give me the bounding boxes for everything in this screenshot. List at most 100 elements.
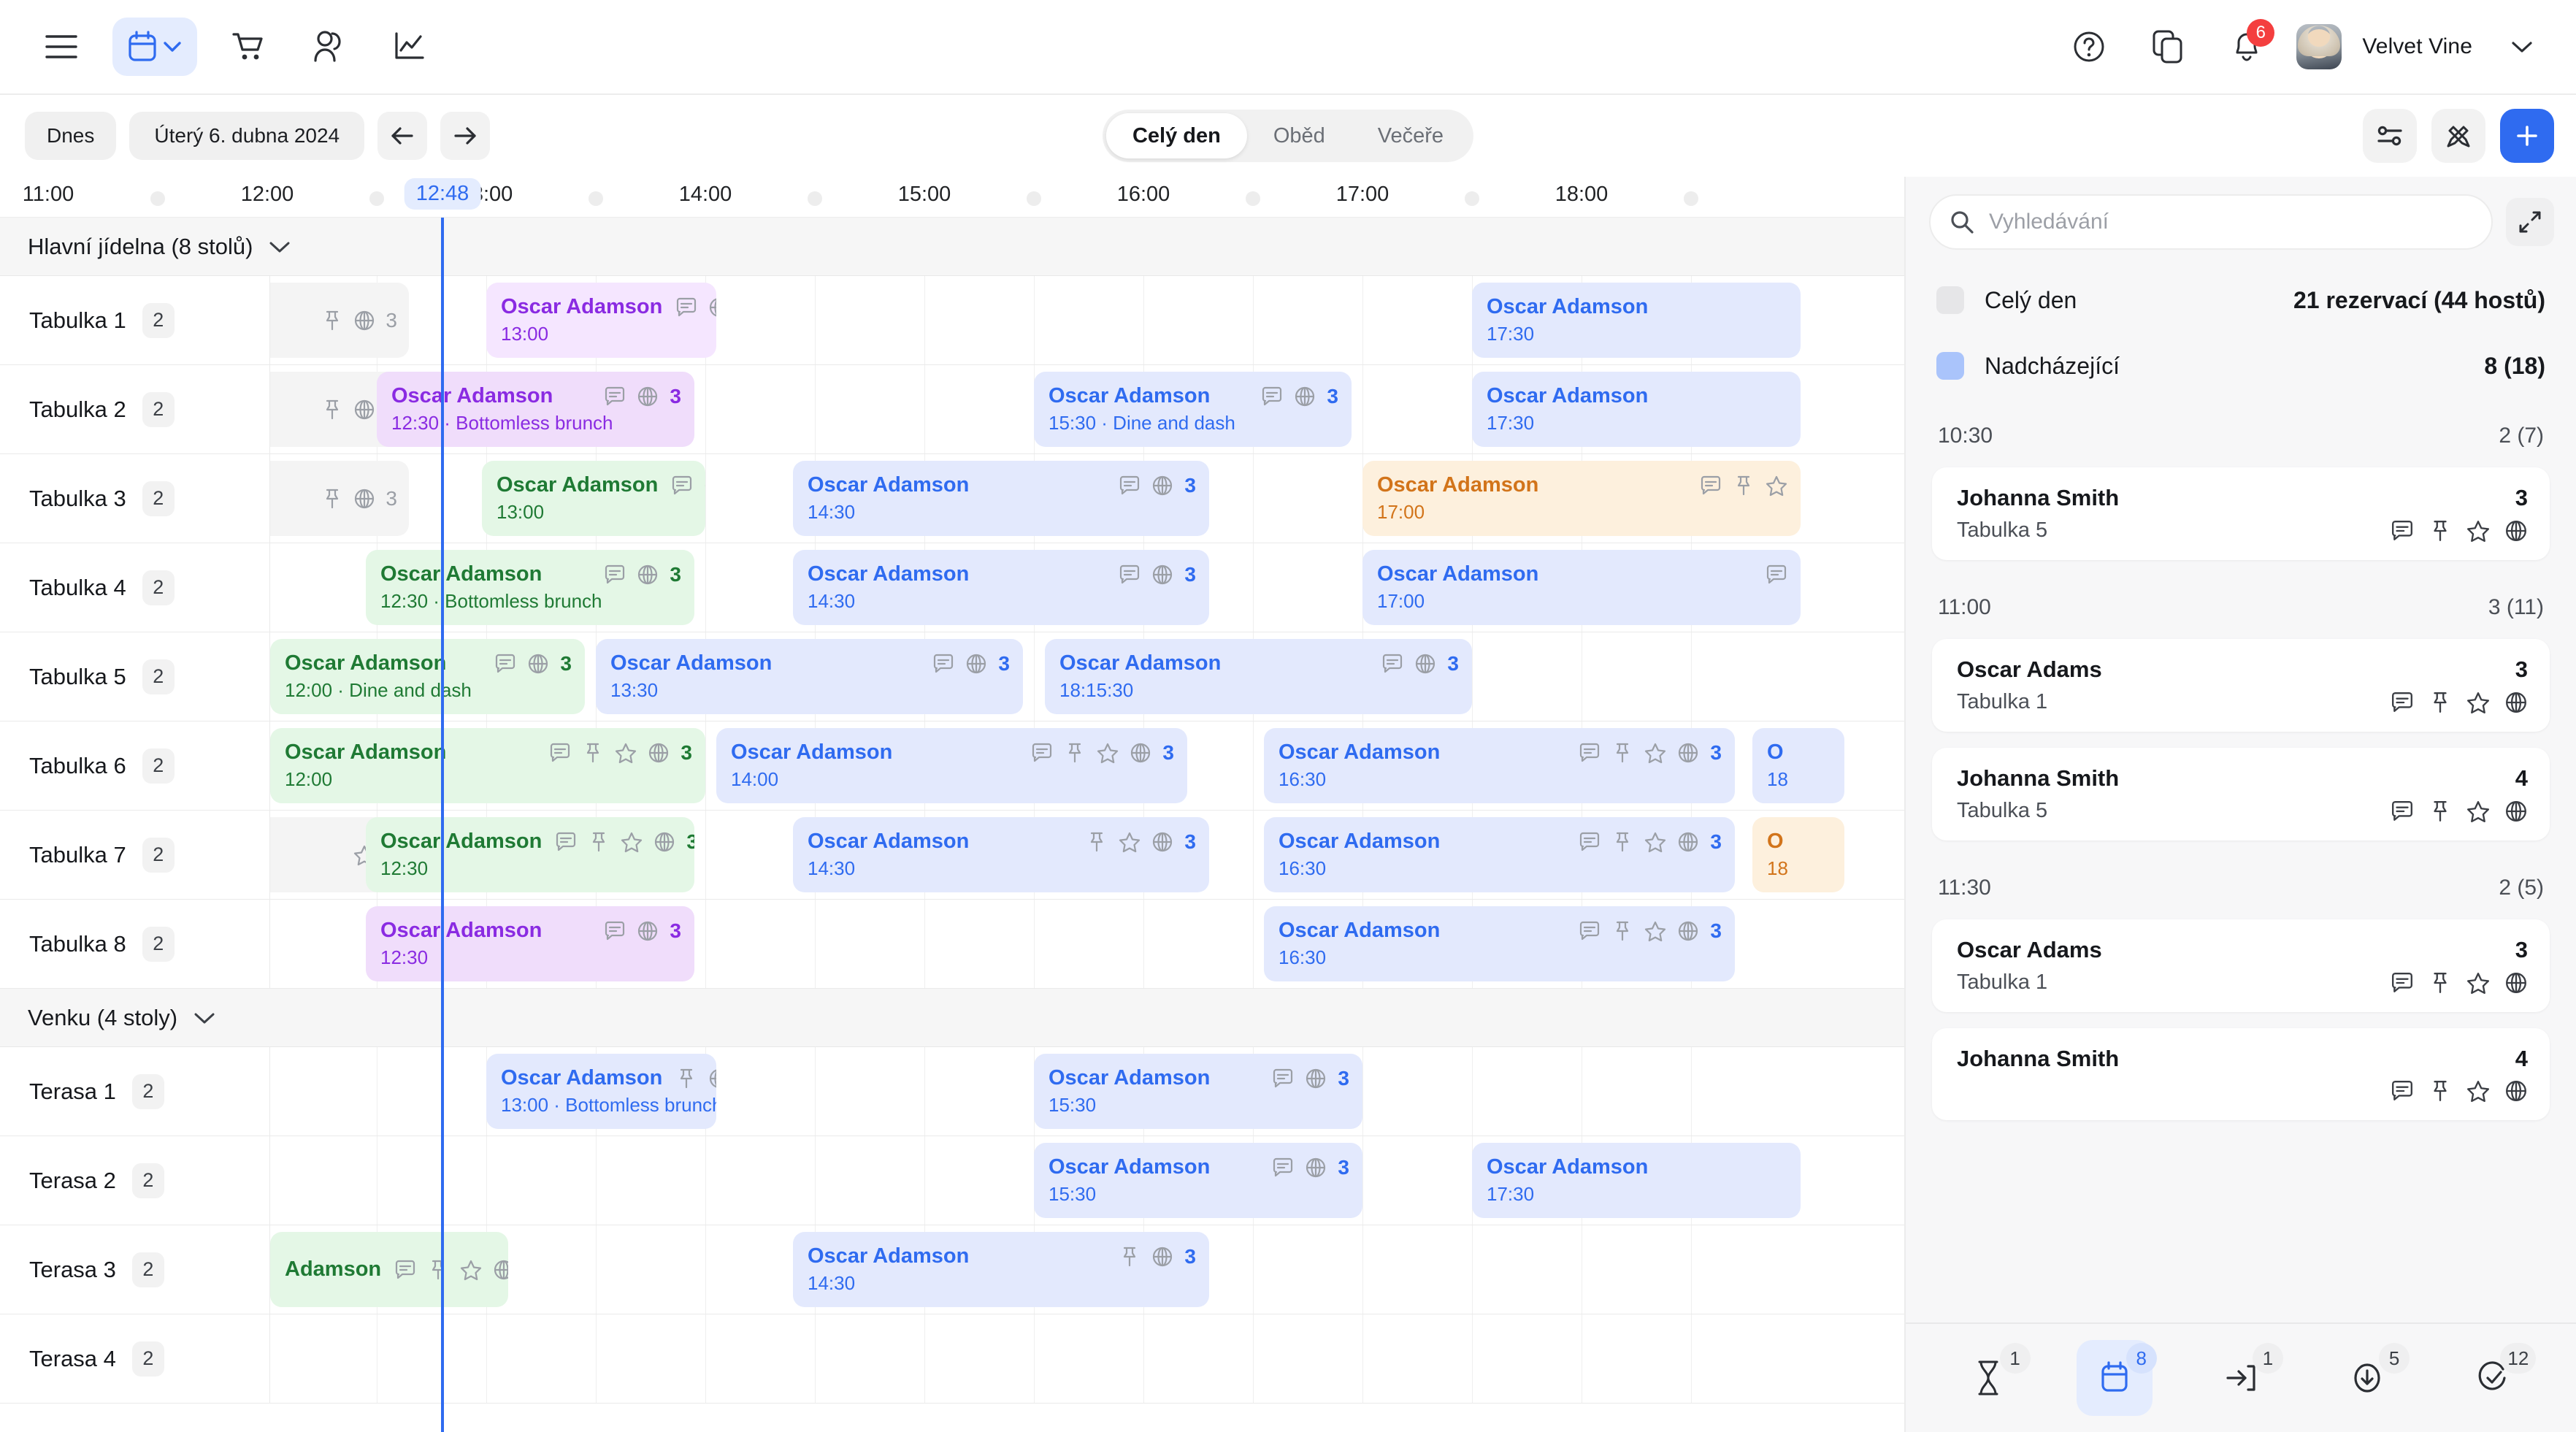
add-reservation-button[interactable] (2500, 109, 2554, 163)
guests-icon[interactable] (299, 18, 358, 76)
table-row: Tabulka 4 2 Oscar Adamson 3 12:30 · Bottomle… (0, 543, 1904, 632)
reservation-block[interactable]: Oscar Adamson 17:30 (1472, 283, 1801, 358)
reservation-block[interactable]: Oscar Adamson 3 12:00 · Dine and dash (270, 639, 585, 714)
reservation-block[interactable]: O 18 (1752, 728, 1844, 803)
reservation-block[interactable]: O 18 (1752, 817, 1844, 892)
copy-devices-icon[interactable] (2139, 18, 2197, 76)
truncated-reservation-stub[interactable]: 3 (270, 283, 409, 358)
reservation-block[interactable]: Oscar Adamson 17:00 (1362, 550, 1801, 625)
shopping-cart-icon[interactable] (219, 18, 277, 76)
tab-cely-den[interactable]: Celý den (1105, 113, 1247, 158)
reservation-block[interactable]: Oscar Adamson 17:30 (1472, 372, 1801, 447)
reservation-block[interactable]: Oscar Adamson 3 14:30 (793, 817, 1209, 892)
reservation-block[interactable]: Oscar Adamson 3 14:30 (793, 1232, 1209, 1307)
reservation-card[interactable]: Oscar Adams 3 Tabulka 1 (1932, 919, 2550, 1012)
table-row-lane[interactable] (270, 1314, 1904, 1403)
table-row-lane[interactable]: Oscar Adamson 3 12:30 Oscar Adamson 3 16:30 (270, 900, 1904, 988)
reservation-block[interactable]: Oscar Adamson 3 12:00 (270, 728, 705, 803)
reservation-block[interactable]: Oscar Adamson 3 16:30 (1264, 906, 1735, 981)
table-row-label[interactable]: Tabulka 5 2 (0, 632, 270, 721)
reservation-time-note: 14:30 (808, 857, 856, 879)
table-row-label[interactable]: Tabulka 2 2 (0, 365, 270, 453)
collapse-panel-button[interactable] (2506, 198, 2554, 246)
reservation-block[interactable]: Oscar Adamson 3 16:30 (1264, 817, 1735, 892)
reservation-block[interactable]: Oscar Adamson 17:00 (1362, 461, 1801, 536)
bottom-nav-arrow-into-bracket[interactable]: 1 (2203, 1340, 2283, 1416)
table-group-header[interactable]: Hlavní jídelna (8 stolů) (0, 218, 1904, 276)
reservation-block[interactable]: Oscar Adamson 3 13:30 (596, 639, 1023, 714)
reservation-card[interactable]: Johanna Smith 4 (1932, 1028, 2550, 1120)
search-input[interactable]: Vyhledávání (1929, 194, 2493, 250)
reservation-block[interactable]: Oscar Adamson 3 14:30 (793, 550, 1209, 625)
chevron-down-icon[interactable] (267, 239, 292, 255)
user-menu-chevron-down-icon[interactable] (2493, 18, 2551, 76)
reservation-block[interactable]: Oscar Adamson 3 12:30 (366, 817, 694, 892)
bottom-nav-check-circle[interactable]: 12 (2456, 1340, 2537, 1416)
previous-day-button[interactable] (377, 112, 428, 160)
reservation-block[interactable]: Oscar Adamson 3 12:30 (366, 906, 694, 981)
next-day-button[interactable] (440, 112, 491, 160)
table-row-label[interactable]: Tabulka 6 2 (0, 721, 270, 810)
analytics-chart-icon[interactable] (380, 18, 438, 76)
hamburger-menu-icon[interactable] (32, 18, 91, 76)
reservation-block[interactable]: Oscar Adamson 3 16:30 (1264, 728, 1735, 803)
edit-layout-button[interactable] (2431, 109, 2485, 163)
message-icon (2391, 971, 2414, 995)
timeline-ruler[interactable]: 11:00 12:00 13:00 14:00 15:00 16:00 17:00 18:00… (0, 177, 1904, 218)
table-row-label[interactable]: Terasa 1 2 (0, 1047, 270, 1136)
table-row-label[interactable]: Terasa 4 2 (0, 1314, 270, 1403)
table-row-label[interactable]: Terasa 2 2 (0, 1136, 270, 1225)
reservation-card[interactable]: Johanna Smith 4 Tabulka 5 (1932, 748, 2550, 841)
chevron-down-icon[interactable] (192, 1010, 217, 1026)
reservation-block[interactable]: Oscar Adamson 3 15:30 · Dine and dash (1034, 372, 1352, 447)
table-row-lane[interactable]: Oscar Adamson 3 12:00 Oscar Adamson 3 14:00 Os… (270, 721, 1904, 810)
reservation-block[interactable]: Oscar Adamson 3 14:00 (716, 728, 1187, 803)
reservation-block[interactable]: Oscar Adamson 3 12:30 · Bottomless brunch (366, 550, 694, 625)
table-row-label[interactable]: Tabulka 8 2 (0, 900, 270, 988)
bottom-nav-arrow-down-circle[interactable]: 5 (2329, 1340, 2410, 1416)
reservation-card[interactable]: Oscar Adams 3 Tabulka 1 (1932, 639, 2550, 732)
table-group-header[interactable]: Venku (4 stoly) (0, 989, 1904, 1047)
table-row-label[interactable]: Tabulka 4 2 (0, 543, 270, 632)
reservation-block[interactable]: Oscar Adamson 3 15:30 (1034, 1054, 1362, 1129)
table-row-label[interactable]: Tabulka 1 2 (0, 276, 270, 364)
current-date-button[interactable]: Úterý 6. dubna 2024 (129, 112, 365, 160)
filter-settings-button[interactable] (2363, 109, 2417, 163)
reservation-block[interactable]: Oscar Adamson 3 14:30 (793, 461, 1209, 536)
table-row-lane[interactable]: Oscar Adamson 3 15:30 Oscar Adamson 17:30 (270, 1136, 1904, 1225)
reservation-block[interactable]: Oscar Adamson 3 18:15:30 (1045, 639, 1472, 714)
summary-row-upcoming[interactable]: Nadcházející 8 (18) (1936, 333, 2545, 399)
reservation-block[interactable]: Oscar Adamson 17:30 (1472, 1143, 1801, 1218)
reservation-card[interactable]: Johanna Smith 3 Tabulka 5 (1932, 467, 2550, 560)
tab-obed[interactable]: Oběd (1273, 123, 1325, 148)
upcoming-reservations-list[interactable]: 10:30 2 (7) Johanna Smith 3 Tabulka 5 11:00 3 … (1906, 399, 2576, 1322)
bottom-nav-hourglass[interactable]: 1 (1950, 1340, 2031, 1416)
avatar[interactable] (2296, 24, 2342, 69)
tab-vecere[interactable]: Večeře (1377, 123, 1444, 148)
summary-row-all-day[interactable]: Celý den 21 rezervací (44 hostů) (1936, 267, 2545, 333)
table-row-lane[interactable]: Oscar Adamson 3 12:00 · Dine and dash Oscar… (270, 632, 1904, 721)
calendar-view-selector[interactable] (112, 18, 197, 76)
reservation-guest-name: Oscar Adamson (285, 651, 447, 675)
reservation-block[interactable]: Oscar Adamson 3 12:30 · Bottomless brunch (377, 372, 694, 447)
notifications-button[interactable]: 6 (2217, 18, 2276, 76)
table-row-lane[interactable]: 3 Oscar Adamson 3 12:30 · Bottomless brunch… (270, 365, 1904, 453)
bottom-nav-calendar[interactable]: 8 (2076, 1340, 2157, 1416)
today-button[interactable]: Dnes (25, 112, 117, 160)
truncated-reservation-stub[interactable]: 3 (270, 461, 409, 536)
table-row-label[interactable]: Tabulka 7 2 (0, 811, 270, 899)
table-row-lane[interactable]: Oscar Adamson 3 12:30 · Bottomless brunch O… (270, 543, 1904, 632)
table-row-label[interactable]: Tabulka 3 2 (0, 454, 270, 543)
table-row-label[interactable]: Terasa 3 2 (0, 1225, 270, 1314)
help-circle-icon[interactable] (2060, 18, 2118, 76)
reservation-block[interactable]: Oscar Adamson 3 15:30 (1034, 1143, 1362, 1218)
